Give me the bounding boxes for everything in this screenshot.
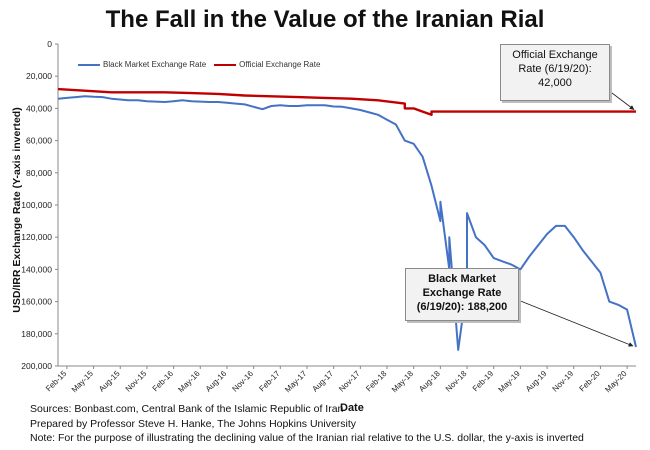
callout-official-line-2: Rate (6/19/20): [518,63,592,75]
y-tick-label: 120,000 [21,232,52,242]
x-tick-label: Aug-15 [97,369,122,394]
x-tick-label: Feb-18 [364,369,389,394]
series-line-black-market [57,95,637,351]
x-tick-label: May-18 [390,369,416,395]
x-tick-label: May-19 [497,369,523,395]
x-axis-label: Date [340,402,364,414]
x-tick-label: Feb-17 [257,369,282,394]
callout-official-line-1: Official Exchange [512,49,598,61]
y-tick-label: 20,000 [26,71,52,81]
callout-black-line-1: Black Market [428,273,496,285]
y-axis-label: USD/IRR Exchange Rate (Y-axis inverted) [11,107,23,312]
legend-label-official: Official Exchange Rate [239,60,321,69]
x-tick-label: Feb-16 [151,369,176,394]
legend-item-official: Official Exchange Rate [214,60,320,69]
arrow-official [607,89,635,110]
source-notes: Sources: Bonbast.com, Central Bank of th… [30,402,584,446]
y-tick-label: 160,000 [21,297,52,307]
x-tick-label: May-17 [283,369,309,395]
note-inverted-axis: Note: For the purpose of illustrating th… [30,432,584,444]
legend-swatch-black-market [78,63,100,66]
callout-official-line-3: 42,000 [538,77,572,89]
series-lines [57,87,637,351]
x-tick-label: Aug-18 [417,369,442,394]
legend-item-black-market: Black Market Exchange Rate [78,60,206,69]
x-tick-label: Feb-20 [578,369,603,394]
note-prepared-by: Prepared by Professor Steve H. Hanke, Th… [30,417,357,430]
x-tick-label: Nov-16 [230,369,255,394]
callout-black-line-3: (6/19/20): 188,200 [416,301,508,313]
x-tick-label: Nov-18 [444,369,469,394]
x-tick-label: Nov-17 [337,369,362,394]
y-tick-label: 40,000 [26,103,52,113]
y-tick-label: 200,000 [21,361,52,371]
y-tick-label: 80,000 [26,168,52,178]
x-tick-label: Aug-19 [524,369,549,394]
x-tick-label: Aug-16 [204,369,229,394]
note-sources: Sources: Bonbast.com, Central Bank of th… [30,403,344,415]
legend: Black Market Exchange Rate Official Exch… [78,60,324,69]
y-tick-label: 140,000 [21,264,52,274]
callout-official-rate: Official Exchange Rate (6/19/20): 42,000 [500,44,610,101]
x-tick-label: Nov-19 [551,369,576,394]
y-tick-label: 100,000 [21,200,52,210]
y-tick-label: 60,000 [26,136,52,146]
x-tick-label: Feb-19 [471,369,496,394]
chart-title: The Fall in the Value of the Iranian Ria… [105,6,545,33]
legend-swatch-official [214,63,237,66]
x-tick-label: May-15 [70,369,96,395]
arrow-black-market [517,299,634,347]
x-tick-label: Aug-17 [310,369,335,394]
y-tick-label: 180,000 [21,329,52,339]
callout-arrows [517,89,635,347]
y-tick-label: 0 [47,39,52,49]
x-tick-label: Feb-15 [44,369,69,394]
y-ticks: 0 20,000 40,000 60,000 80,000 100,000 120,000 1… [21,39,58,371]
x-tick-label: May-20 [603,369,629,395]
x-ticks: Feb-15 May-15 Aug-15 Nov-15 Feb-16 May-16 Aug-… [44,366,629,394]
x-tick-label: May-16 [176,369,202,395]
callout-black-market-rate: Black Market Exchange Rate (6/19/20): 18… [405,268,519,321]
x-tick-label: Nov-15 [124,369,149,394]
series-line-official [57,87,636,117]
callout-black-line-2: Exchange Rate [422,287,502,299]
legend-label-black-market: Black Market Exchange Rate [103,60,207,69]
